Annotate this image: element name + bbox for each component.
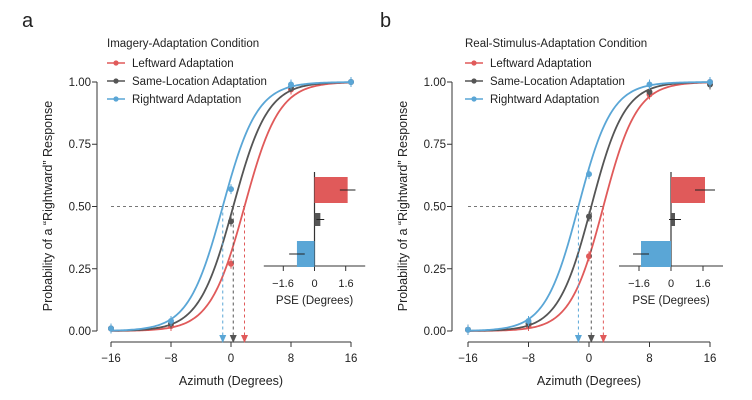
legend-marker-same-location [113, 78, 119, 84]
pse-inset: −1.6 0 1.6 PSE (Degrees) [628, 278, 711, 307]
condition-title: Real-Stimulus-Adaptation Condition [465, 38, 647, 50]
y-tick-labels: 1.00 0.75 0.50 0.25 0.00 [424, 77, 446, 338]
data-point [646, 88, 653, 95]
y-tick-label: 0.50 [424, 202, 446, 214]
legend-item-leftward: Leftward Adaptation [107, 58, 234, 70]
legend-marker-rightward [471, 96, 477, 102]
data-point [228, 186, 234, 193]
data-point [168, 318, 174, 325]
data-point [707, 79, 713, 85]
legend-item-same-location: Same-Location Adaptation [107, 76, 267, 88]
data-point [465, 326, 471, 333]
x-tick-labels: −16 −8 0 8 16 [101, 353, 357, 365]
y-axis-title: Probability of a “Rightward” Response [396, 101, 410, 312]
x-tick-label: 16 [704, 353, 717, 365]
y-tick-label: 1.00 [69, 77, 91, 89]
inset-tick-label: 0 [668, 278, 674, 290]
data-point [348, 79, 354, 85]
legend-label-rightward: Rightward Adaptation [132, 94, 241, 106]
y-tick-label: 0.75 [424, 139, 446, 151]
y-axis-title: Probability of a “Rightward” Response [41, 101, 55, 312]
inset-tick-label: 1.6 [338, 278, 353, 290]
panel-a: a Imagery-Adaptation Condition Leftward … [22, 10, 366, 388]
data-point [525, 318, 532, 325]
pse-inset: −1.6 0 1.6 PSE (Degrees) [272, 278, 354, 307]
data-point [228, 260, 234, 267]
panel-label: a [22, 10, 34, 32]
legend-label-leftward: Leftward Adaptation [490, 58, 592, 70]
data-point [586, 171, 592, 178]
legend-item-rightward: Rightward Adaptation [107, 94, 241, 106]
y-tick-label: 0.50 [69, 202, 91, 214]
data-point [108, 325, 114, 332]
legend-label-same-location: Same-Location Adaptation [132, 76, 267, 88]
x-tick-label: 0 [586, 353, 592, 365]
x-tick-label: 16 [345, 353, 358, 365]
inset-x-axis-title: PSE (Degrees) [276, 295, 354, 307]
legend-marker-same-location [471, 78, 477, 84]
inset-bar [296, 241, 315, 267]
legend-item-same-location: Same-Location Adaptation [465, 76, 625, 88]
pse-arrow [241, 335, 248, 343]
legend-marker-leftward [471, 60, 477, 66]
x-tick-labels: −16 −8 0 8 16 [458, 353, 716, 365]
fit-curve [110, 81, 352, 332]
data-point [646, 81, 653, 88]
x-tick-label: 8 [288, 353, 294, 365]
data-point [228, 218, 234, 225]
legend: Leftward Adaptation Same-Location Adapta… [107, 58, 267, 106]
condition-title: Imagery-Adaptation Condition [107, 38, 259, 50]
x-tick-label: −8 [522, 353, 535, 365]
data-point [288, 81, 294, 88]
plot-area [447, 77, 723, 347]
legend-marker-rightward [113, 96, 119, 102]
fit-curve [110, 81, 352, 332]
x-tick-label: −16 [458, 353, 478, 365]
plot-area [92, 77, 366, 347]
inset-tick-label: 1.6 [695, 278, 710, 290]
fit-curve [467, 81, 711, 332]
y-tick-label: 0.25 [69, 264, 91, 276]
panel-b: b Real-Stimulus-Adaptation Condition Lef… [380, 10, 723, 388]
x-tick-label: 0 [228, 353, 234, 365]
pse-arrow [219, 335, 227, 343]
fit-curve [110, 81, 352, 332]
inset-tick-label: 0 [311, 278, 317, 290]
y-tick-label: 0.75 [69, 139, 91, 151]
pse-arrow [599, 335, 607, 343]
legend-item-rightward: Rightward Adaptation [465, 94, 599, 106]
inset-x-axis-title: PSE (Degrees) [632, 295, 710, 307]
x-tick-label: −8 [164, 353, 177, 365]
pse-arrow [229, 335, 237, 343]
legend-label-leftward: Leftward Adaptation [132, 58, 234, 70]
x-tick-label: 8 [646, 353, 652, 365]
legend-item-leftward: Leftward Adaptation [465, 58, 592, 70]
x-tick-label: −16 [101, 353, 121, 365]
y-tick-label: 1.00 [424, 77, 446, 89]
x-axis-title: Azimuth (Degrees) [537, 374, 641, 388]
y-tick-labels: 1.00 0.75 0.50 0.25 0.00 [69, 77, 91, 338]
inset-tick-label: −1.6 [272, 278, 294, 290]
legend-label-same-location: Same-Location Adaptation [490, 76, 625, 88]
y-tick-label: 0.25 [424, 264, 446, 276]
y-tick-label: 0.00 [69, 326, 91, 338]
legend-label-rightward: Rightward Adaptation [490, 94, 599, 106]
y-tick-label: 0.00 [424, 326, 446, 338]
pse-arrow [574, 335, 582, 343]
legend-marker-leftward [113, 60, 119, 66]
pse-arrow [587, 335, 595, 343]
inset-tick-label: −1.6 [628, 278, 650, 290]
data-point [586, 253, 592, 260]
panel-label: b [380, 10, 391, 32]
x-axis-title: Azimuth (Degrees) [179, 374, 283, 388]
data-point [586, 213, 592, 220]
legend: Leftward Adaptation Same-Location Adapta… [465, 58, 625, 106]
